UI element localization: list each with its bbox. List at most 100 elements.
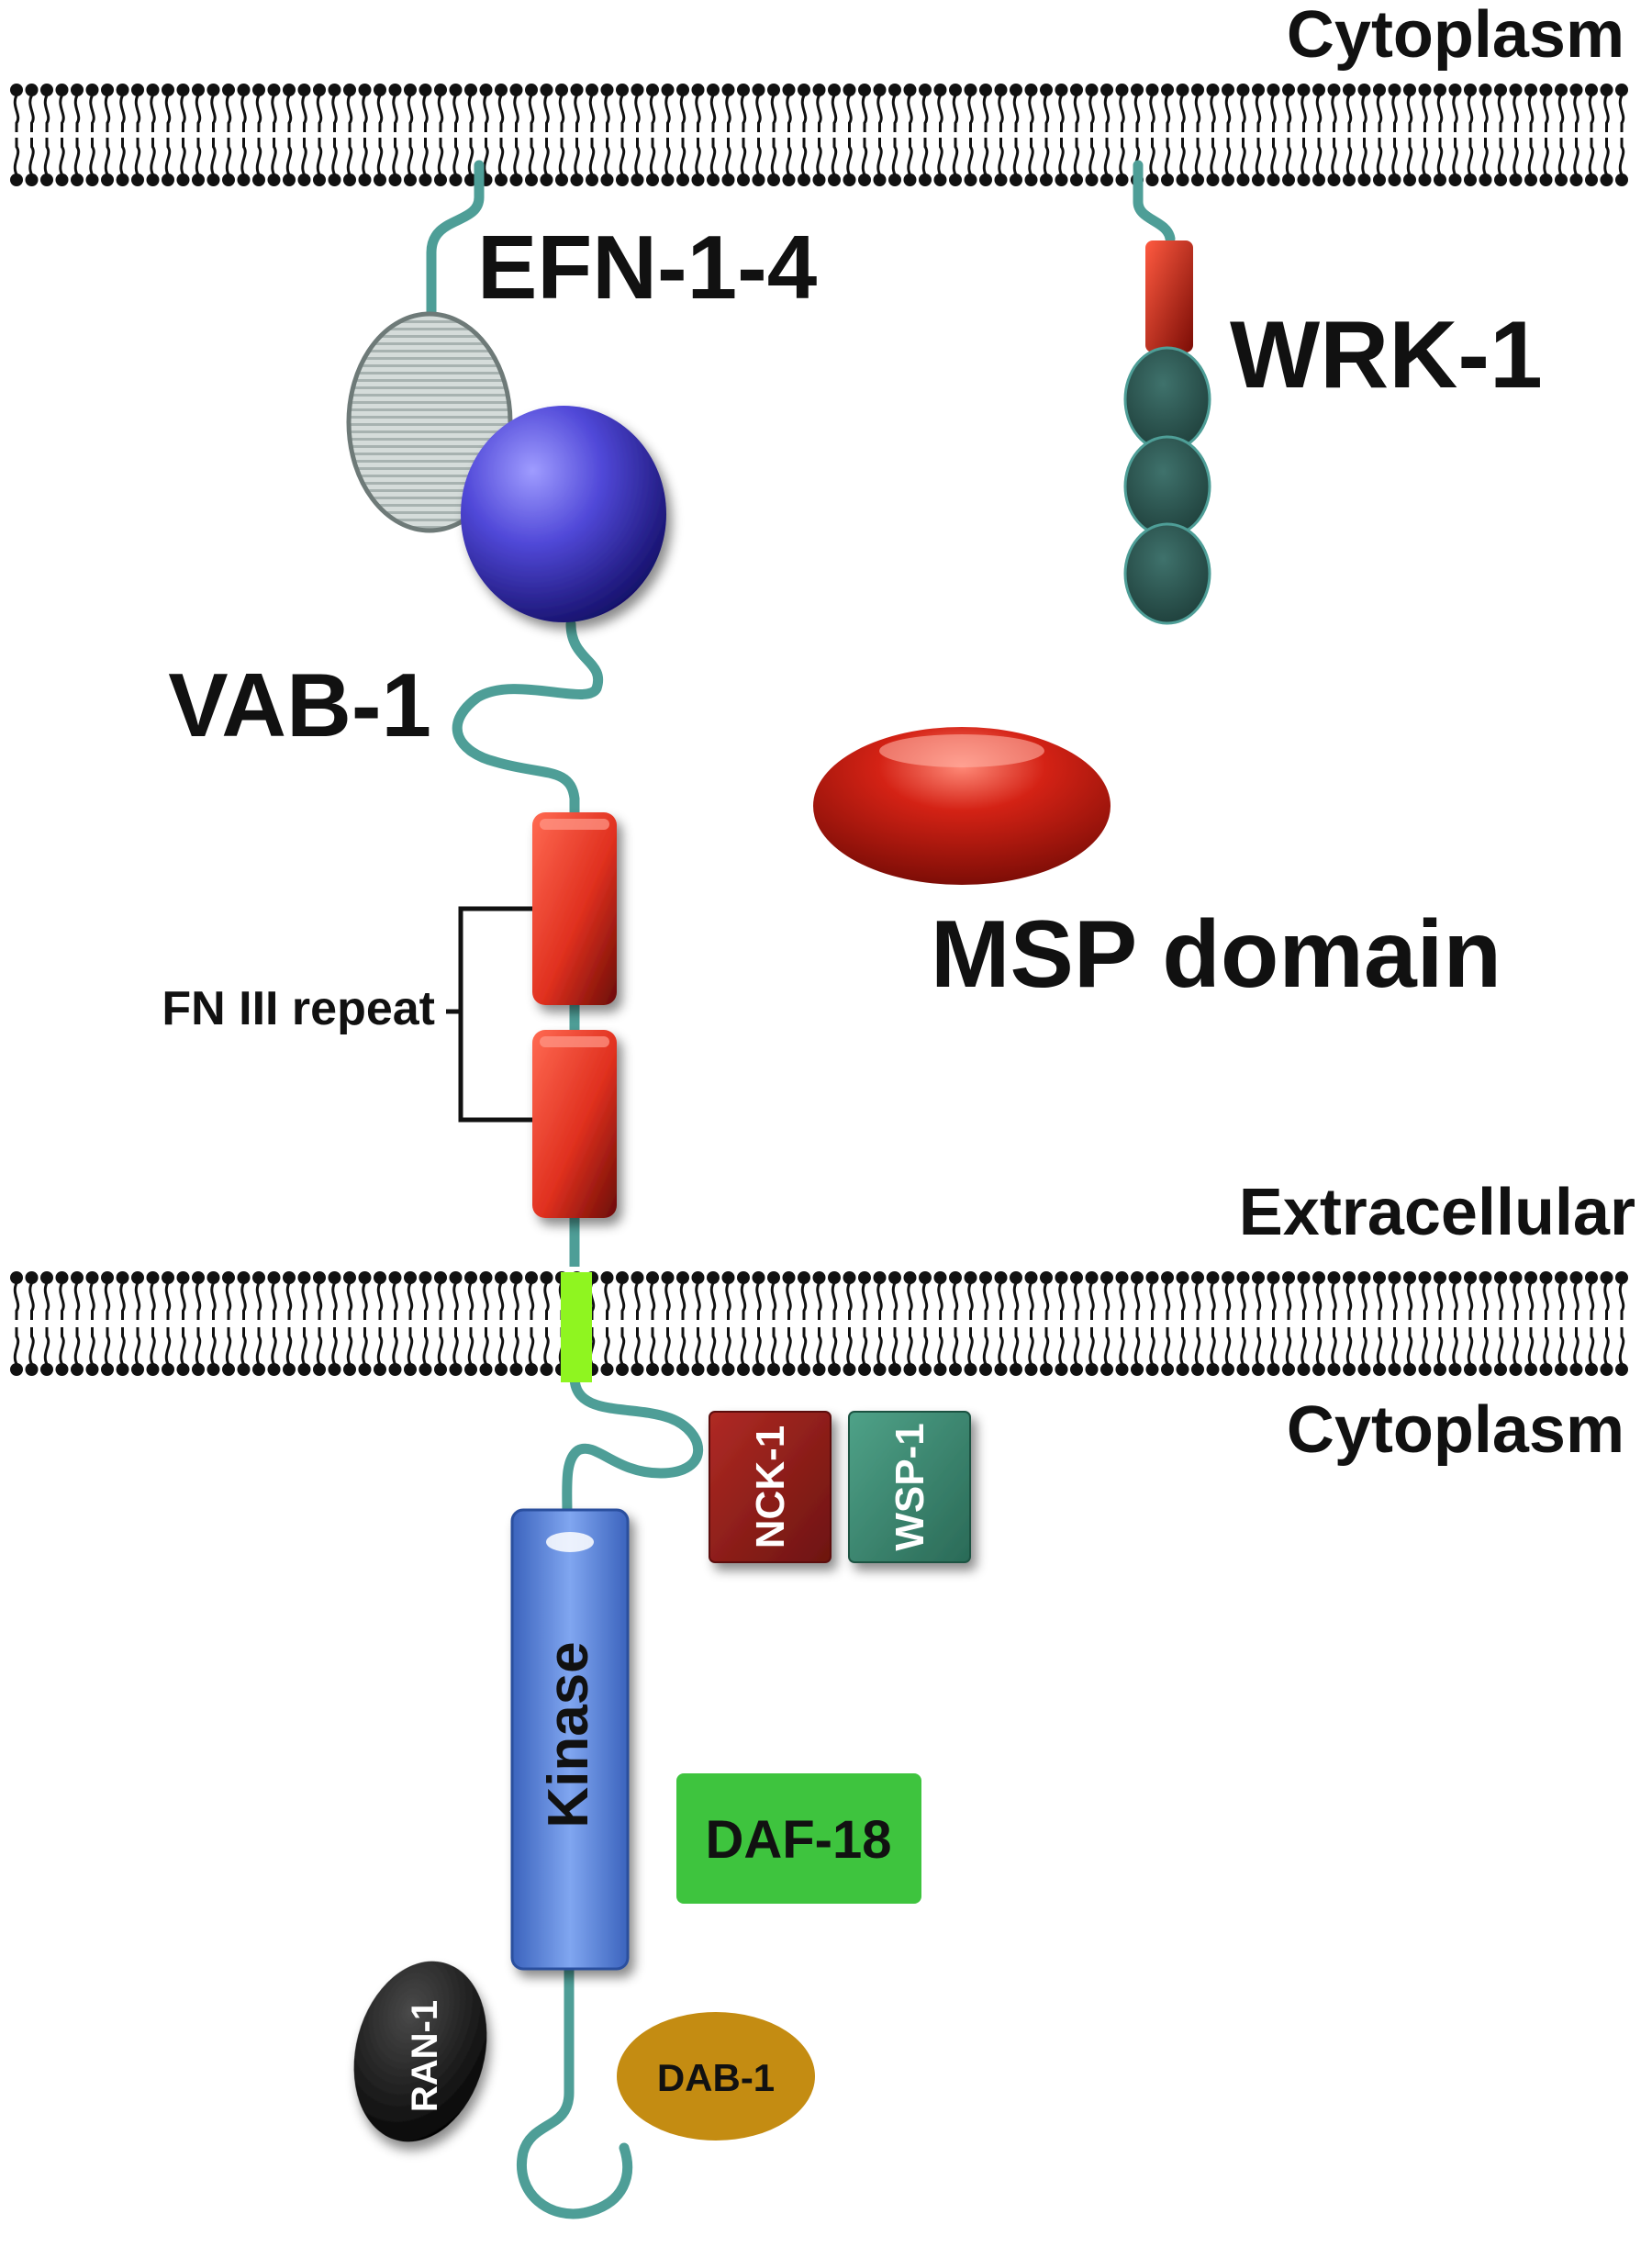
lipid-head	[495, 84, 508, 96]
lipid-head	[222, 1363, 235, 1376]
lipid-head	[1449, 173, 1462, 186]
lipid-head	[1540, 1363, 1553, 1376]
lipid-head	[56, 173, 69, 186]
lipid-head	[404, 173, 417, 186]
lipid-head	[101, 1271, 114, 1284]
lipid-head	[389, 84, 402, 96]
lipid-tail	[1408, 95, 1411, 132]
lipid-head	[26, 173, 39, 186]
lipid-tail	[136, 1283, 139, 1320]
lipid-tail	[333, 1283, 336, 1320]
lipid-tail	[909, 1283, 911, 1320]
lipid-tail	[1272, 138, 1275, 174]
lipid-tail	[1242, 1283, 1245, 1320]
lipid-head	[1055, 84, 1068, 96]
lipid-head	[1510, 1271, 1523, 1284]
lipid-tail	[348, 1327, 351, 1364]
lipid-tail	[772, 95, 775, 132]
lipid-tail	[515, 95, 518, 132]
lipid-head	[783, 1271, 796, 1284]
lipid-tail	[1363, 1327, 1366, 1364]
lipid-head	[934, 1363, 947, 1376]
lipid-head	[359, 173, 372, 186]
lipid-tail	[1256, 95, 1259, 132]
lipid-head	[1494, 173, 1507, 186]
lipid-head	[1601, 1363, 1613, 1376]
lipid-head	[86, 173, 99, 186]
lipid-head	[510, 1271, 523, 1284]
lipid-tail	[681, 1283, 684, 1320]
lipid-head	[843, 84, 856, 96]
lipid-tail	[742, 1327, 744, 1364]
lipid-head	[979, 84, 992, 96]
lipid-head	[1267, 1271, 1280, 1284]
lipid-head	[1615, 173, 1628, 186]
lipid-tail	[121, 138, 124, 174]
lipid-tail	[757, 1327, 760, 1364]
lipid-head	[1177, 173, 1189, 186]
lipid-tail	[969, 138, 972, 174]
lipid-tail	[636, 138, 639, 174]
lipid-head	[541, 84, 553, 96]
lipid-head	[601, 173, 614, 186]
lipid-head	[147, 1363, 160, 1376]
lipid-tail	[1438, 138, 1441, 174]
lipid-head	[207, 173, 220, 186]
lipid-tail	[151, 1327, 154, 1364]
lipid-tail	[273, 138, 275, 174]
lipid-tail	[878, 1327, 881, 1364]
lipid-tail	[1545, 1283, 1547, 1320]
lipid-head	[904, 84, 917, 96]
lipid-tail	[1620, 1283, 1623, 1320]
vab1-juxtamembrane-linker	[567, 1377, 698, 1515]
lipid-tail	[1514, 138, 1517, 174]
lipid-head	[737, 173, 750, 186]
lipid-tail	[439, 1327, 441, 1364]
lipid-head	[131, 84, 144, 96]
lipid-head	[753, 1363, 765, 1376]
lipid-tail	[1287, 95, 1289, 132]
lipid-tail	[408, 1327, 411, 1364]
lipid-head	[10, 1363, 23, 1376]
lipid-tail	[378, 1283, 381, 1320]
lipid-head	[495, 173, 508, 186]
lipid-tail	[318, 1327, 320, 1364]
lipid-tail	[1484, 95, 1487, 132]
lipid-head	[1025, 1271, 1038, 1284]
lipid-head	[722, 1363, 735, 1376]
lipid-tail	[999, 95, 1002, 132]
lipid-tail	[757, 1283, 760, 1320]
lipid-tail	[1347, 1283, 1350, 1320]
lipid-head	[177, 1271, 190, 1284]
lipid-head	[783, 84, 796, 96]
lipid-tail	[863, 95, 865, 132]
lipid-tail	[1484, 1283, 1487, 1320]
lipid-tail	[636, 1327, 639, 1364]
lipid-head	[753, 173, 765, 186]
lipid-tail	[1287, 1327, 1289, 1364]
lipid-tail	[106, 1327, 108, 1364]
lipid-tail	[1075, 1283, 1077, 1320]
lipid-head	[631, 1363, 644, 1376]
lipid-head	[404, 84, 417, 96]
lipid-tail	[681, 138, 684, 174]
lipid-tail	[1408, 138, 1411, 174]
lipid-tail	[681, 95, 684, 132]
lipid-tail	[1620, 95, 1623, 132]
lipid-head	[26, 1363, 39, 1376]
lipid-head	[1146, 84, 1159, 96]
lipid-head	[798, 173, 810, 186]
lipid-head	[101, 1363, 114, 1376]
lipid-tail	[1226, 1327, 1229, 1364]
lipid-head	[1055, 1271, 1068, 1284]
lipid-tail	[1363, 138, 1366, 174]
lipid-head	[131, 1363, 144, 1376]
lipid-head	[888, 1271, 901, 1284]
vab1-linker-upper	[457, 624, 597, 826]
lipid-head	[40, 84, 53, 96]
lipid-head	[268, 84, 281, 96]
vab1-c-tail	[521, 1964, 627, 2214]
lipid-head	[676, 173, 689, 186]
lipid-head	[283, 1363, 296, 1376]
